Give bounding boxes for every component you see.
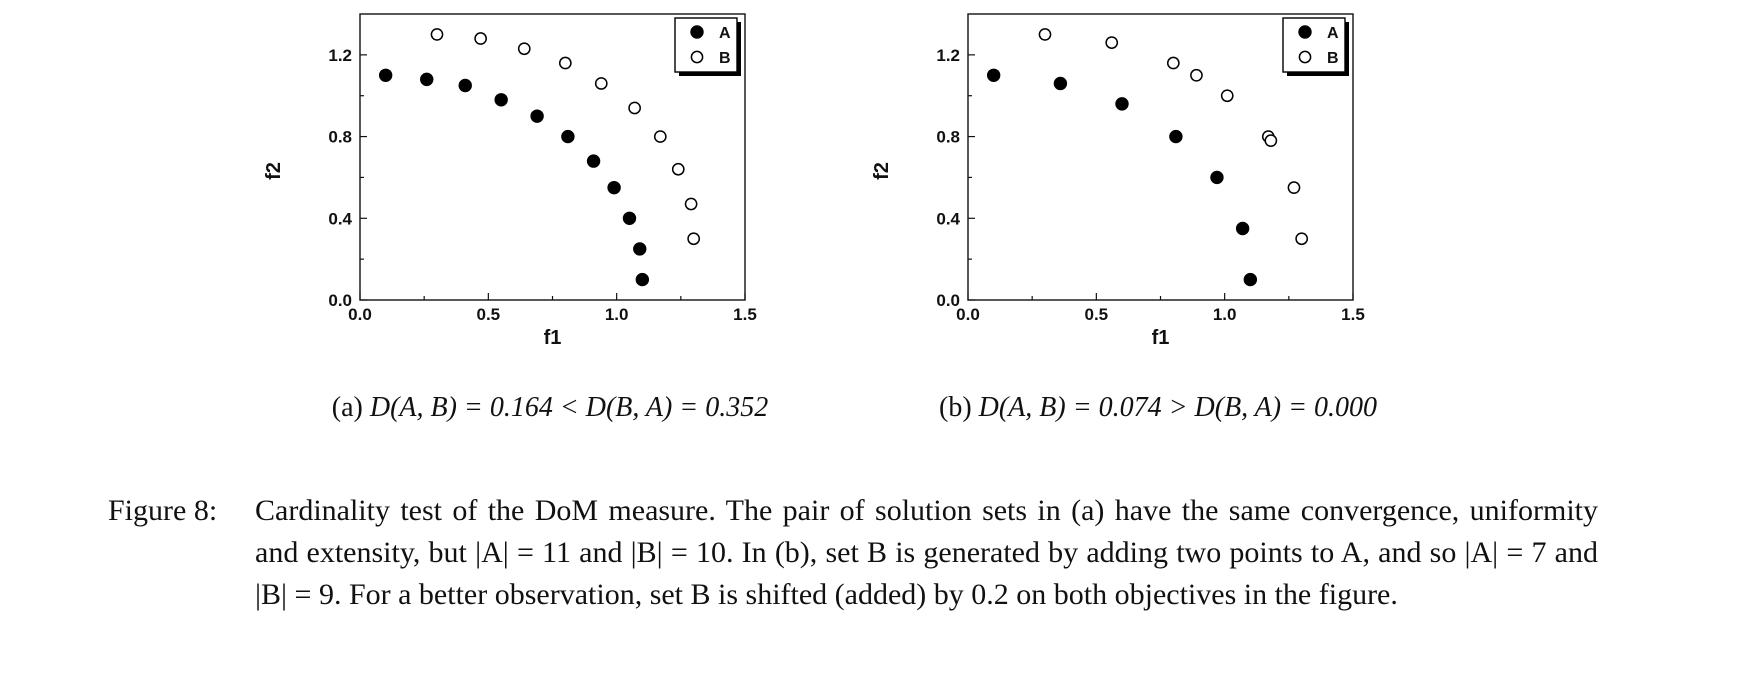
data-point-a bbox=[494, 93, 508, 107]
y-tick-label: 0.8 bbox=[328, 128, 352, 147]
data-point-b bbox=[474, 32, 487, 45]
subcaption-b-expression: D(A, B) = 0.074 > D(B, A) = 0.000 bbox=[978, 392, 1377, 423]
y-axis-label: f2 bbox=[263, 162, 285, 180]
data-point-b bbox=[1295, 232, 1309, 246]
x-tick-label: 0.0 bbox=[348, 305, 372, 324]
figure-caption-text: Cardinality test of the DoM measure. The… bbox=[255, 494, 1598, 611]
data-point-a bbox=[633, 242, 647, 256]
x-tick-label: 1.5 bbox=[1341, 305, 1365, 324]
data-point-a bbox=[1210, 170, 1224, 185]
data-point-a bbox=[586, 154, 601, 168]
y-tick-label: 0.0 bbox=[328, 291, 352, 310]
data-point-b bbox=[594, 77, 608, 90]
legend-marker-b bbox=[690, 50, 704, 64]
y-axis-label: f2 bbox=[871, 162, 893, 180]
legend-label-b: B bbox=[1327, 50, 1339, 67]
data-point-b bbox=[653, 130, 667, 143]
subcaption-a-expression: D(A, B) = 0.164 < D(B, A) = 0.352 bbox=[369, 392, 769, 423]
x-axis-label: f1 bbox=[544, 327, 562, 349]
data-point-b bbox=[430, 28, 444, 41]
data-point-a bbox=[530, 109, 544, 123]
subcaption-b: (b) D(A, B) = 0.074 > D(B, A) = 0.000 bbox=[858, 392, 1458, 424]
y-tick-label: 0.4 bbox=[936, 209, 960, 228]
data-point-a bbox=[1169, 129, 1183, 144]
x-tick-label: 1.0 bbox=[605, 305, 629, 324]
x-axis-label: f1 bbox=[1152, 327, 1170, 349]
data-point-b bbox=[1287, 181, 1301, 194]
data-point-b bbox=[517, 42, 531, 56]
scatter-plot-a: 0.0 0.5 1.0 1.5 0.0 0.4 0.8 1.2 f1 f2 AB bbox=[263, 13, 757, 349]
data-point-b bbox=[684, 197, 698, 211]
legend-label-a: A bbox=[1327, 25, 1339, 42]
y-tick-label: 1.2 bbox=[328, 46, 352, 65]
x-tick-label: 0.0 bbox=[956, 305, 980, 324]
data-point-a bbox=[635, 272, 650, 287]
data-point-a bbox=[986, 68, 1001, 82]
figure-caption: Figure 8: Cardinality test of the DoM me… bbox=[108, 490, 1598, 616]
y-tick-label: 0.0 bbox=[936, 291, 960, 310]
legend-marker-a bbox=[690, 25, 704, 39]
scatter-plot-b: 0.0 0.5 1.0 1.5 0.0 0.4 0.8 1.2 f1 f2 AB bbox=[871, 13, 1365, 349]
figure-label: Figure 8: bbox=[108, 494, 218, 527]
data-point-b bbox=[558, 56, 572, 70]
data-point-a bbox=[607, 180, 621, 195]
data-point-a bbox=[622, 211, 637, 225]
legend-box bbox=[1282, 17, 1346, 73]
legend-marker-b bbox=[1298, 50, 1312, 64]
data-point-b bbox=[687, 232, 701, 246]
y-tick-label: 0.8 bbox=[936, 128, 960, 147]
legend-box bbox=[674, 17, 738, 73]
x-tick-label: 0.5 bbox=[1085, 305, 1109, 324]
subcaption-b-label: (b) bbox=[939, 392, 972, 423]
data-point-a bbox=[378, 68, 393, 82]
x-tick-label: 0.5 bbox=[477, 305, 501, 324]
data-point-b bbox=[628, 101, 641, 115]
x-tick-label: 1.0 bbox=[1213, 305, 1237, 324]
data-point-b bbox=[1038, 28, 1052, 41]
data-point-b bbox=[1190, 68, 1203, 82]
data-point-a bbox=[1053, 76, 1068, 91]
y-tick-label: 0.4 bbox=[328, 209, 352, 228]
data-point-b bbox=[671, 162, 685, 176]
y-tick-label: 1.2 bbox=[936, 46, 960, 65]
data-point-a bbox=[1243, 272, 1258, 287]
data-point-b bbox=[1264, 134, 1278, 148]
x-tick-label: 1.5 bbox=[733, 305, 757, 324]
data-point-b bbox=[1220, 89, 1234, 103]
data-point-a bbox=[561, 129, 575, 144]
subcaption-a: (a) D(A, B) = 0.164 < D(B, A) = 0.352 bbox=[250, 392, 850, 424]
data-point-b bbox=[1105, 36, 1119, 49]
legend-label-b: B bbox=[719, 50, 731, 67]
subfigure-a: 0.0 0.5 1.0 1.5 0.0 0.4 0.8 1.2 f1 f2 A B (a) D(A, … bbox=[250, 0, 850, 440]
legend-marker-a bbox=[1298, 25, 1312, 39]
subfigure-b: 0.0 0.5 1.0 1.5 0.0 0.4 0.8 1.2 f1 f2 A B (b) D(A, … bbox=[858, 0, 1458, 440]
data-point-a bbox=[1235, 221, 1250, 236]
data-point-a bbox=[1115, 97, 1129, 111]
data-point-a bbox=[458, 78, 472, 93]
legend-label-a: A bbox=[719, 25, 731, 42]
subcaption-a-label: (a) bbox=[331, 392, 363, 423]
data-point-b bbox=[1166, 56, 1180, 70]
data-point-a bbox=[420, 72, 434, 87]
